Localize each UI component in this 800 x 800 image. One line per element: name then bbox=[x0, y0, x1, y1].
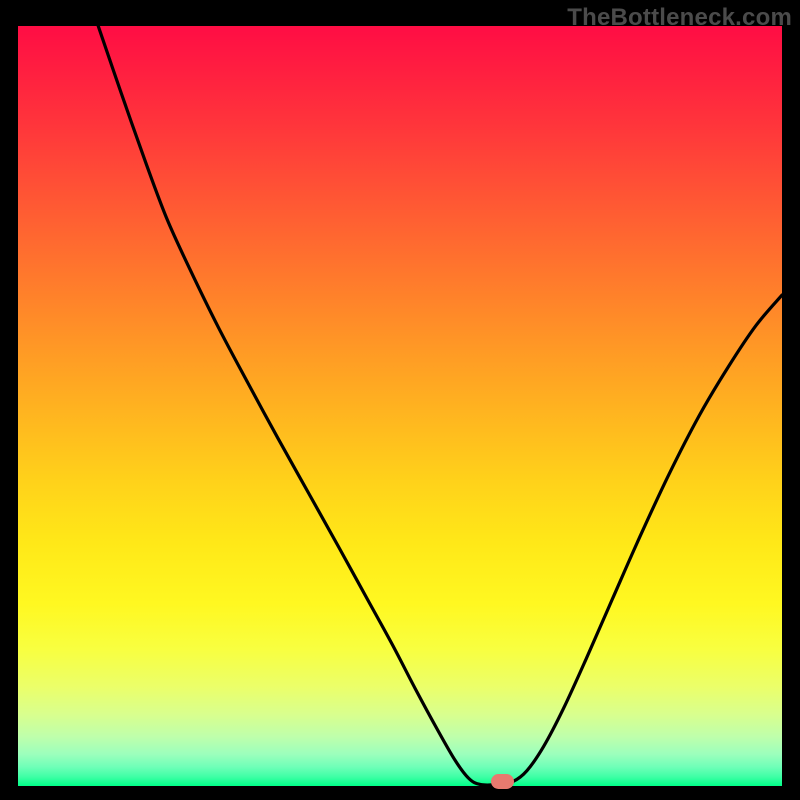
optimum-marker bbox=[491, 774, 514, 788]
bottleneck-curve bbox=[18, 26, 782, 786]
plot-area bbox=[18, 26, 782, 786]
